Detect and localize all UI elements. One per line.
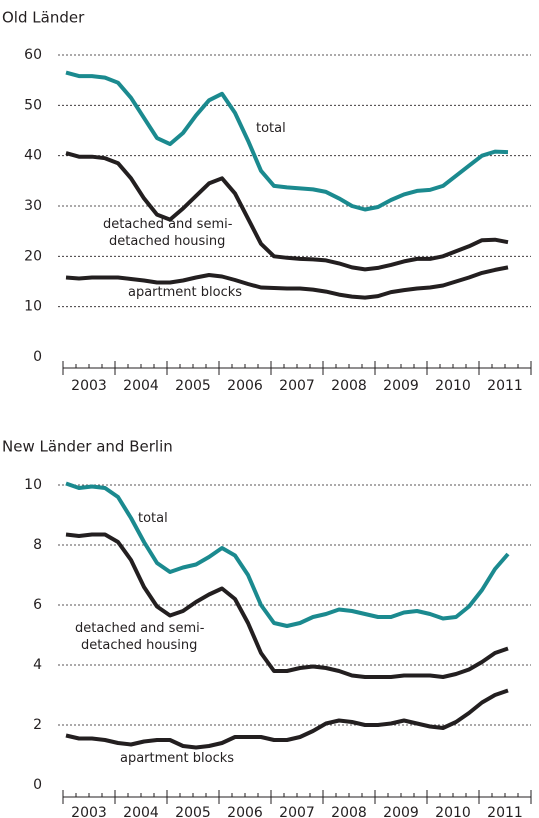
x-tick-label: 2007: [279, 378, 315, 394]
series-line: [65, 688, 509, 750]
series-label: apartment blocks: [120, 751, 234, 766]
x-tick-label: 2011: [487, 378, 523, 394]
series-line: [65, 265, 509, 300]
x-tick-label: 2007: [279, 805, 315, 818]
x-tick-label: 2003: [71, 805, 107, 818]
series-line: [65, 70, 509, 212]
series-label: apartment blocks: [128, 285, 242, 300]
series-label: total: [138, 511, 168, 526]
chart-title: Old Länder: [2, 9, 85, 27]
y-tick-label: 0: [33, 777, 42, 793]
x-tick-label: 2005: [175, 805, 211, 818]
chart-title: New Länder and Berlin: [2, 438, 173, 456]
x-tick-label: 2010: [435, 805, 471, 818]
y-tick-label: 2: [33, 717, 42, 733]
y-tick-label: 4: [33, 657, 42, 673]
y-tick-label: 10: [24, 477, 42, 493]
x-tick-label: 2003: [71, 378, 107, 394]
y-tick-label: 10: [24, 299, 42, 315]
y-tick-label: 30: [24, 198, 42, 214]
y-tick-label: 50: [24, 97, 42, 113]
x-tick-label: 2005: [175, 378, 211, 394]
x-tick-label: 2008: [331, 378, 367, 394]
series-label: detached and semi-detached housing: [103, 217, 233, 249]
y-tick-label: 60: [24, 47, 42, 63]
y-tick-label: 20: [24, 248, 42, 264]
x-tick-label: 2008: [331, 805, 367, 818]
x-tick-label: 2004: [123, 378, 159, 394]
x-tick-label: 2009: [383, 805, 419, 818]
x-tick-label: 2006: [227, 805, 263, 818]
series-line: [65, 532, 509, 679]
x-tick-label: 2010: [435, 378, 471, 394]
series-line: [65, 481, 510, 628]
x-tick-label: 2004: [123, 805, 159, 818]
series-label: detached and semi-detached housing: [75, 621, 205, 653]
y-tick-label: 0: [33, 349, 42, 365]
x-tick-label: 2009: [383, 378, 419, 394]
y-tick-label: 40: [24, 148, 42, 164]
series-line: [65, 151, 509, 272]
x-tick-label: 2006: [227, 378, 263, 394]
y-tick-label: 8: [33, 537, 42, 553]
series-label: total: [256, 121, 286, 136]
x-tick-label: 2011: [487, 805, 523, 818]
y-tick-label: 6: [33, 597, 42, 613]
